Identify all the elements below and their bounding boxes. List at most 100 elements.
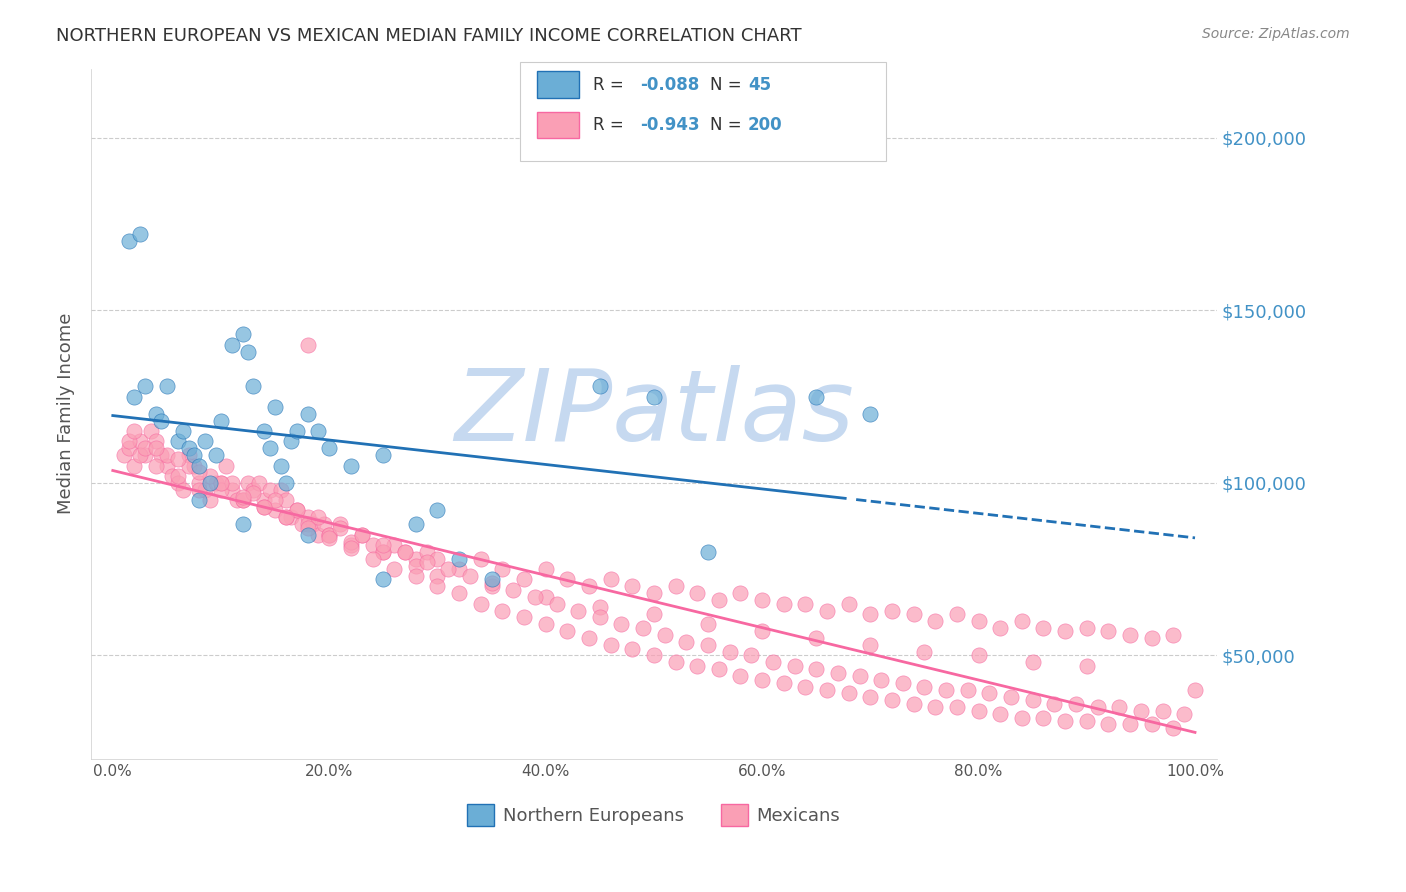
Point	[307, 510, 329, 524]
Point	[903, 607, 925, 621]
Point	[415, 555, 437, 569]
Point	[458, 569, 481, 583]
Point	[415, 545, 437, 559]
Point	[1119, 628, 1142, 642]
Point	[481, 576, 503, 591]
Point	[643, 586, 665, 600]
Point	[188, 458, 211, 473]
Point	[118, 434, 141, 449]
Point	[924, 700, 946, 714]
Point	[1108, 700, 1130, 714]
Point	[523, 590, 546, 604]
Point	[156, 458, 179, 473]
Point	[221, 483, 243, 497]
Point	[967, 704, 990, 718]
Point	[361, 538, 384, 552]
Point	[534, 617, 557, 632]
Point	[166, 451, 188, 466]
Point	[827, 665, 849, 680]
Point	[274, 510, 297, 524]
Point	[128, 434, 150, 449]
Point	[242, 486, 264, 500]
Point	[318, 527, 340, 541]
Text: Source: ZipAtlas.com: Source: ZipAtlas.com	[1202, 27, 1350, 41]
Point	[426, 503, 449, 517]
Point	[194, 483, 217, 497]
Point	[589, 600, 612, 615]
Point	[209, 483, 232, 497]
Point	[806, 631, 828, 645]
Point	[880, 693, 903, 707]
Point	[1184, 682, 1206, 697]
Point	[794, 597, 817, 611]
Point	[232, 493, 254, 508]
Point	[232, 327, 254, 342]
Point	[373, 573, 395, 587]
Point	[270, 458, 292, 473]
Point	[1173, 707, 1195, 722]
Point	[253, 424, 276, 438]
Point	[470, 551, 492, 566]
Text: R =: R =	[593, 116, 630, 134]
Point	[307, 424, 329, 438]
Point	[340, 538, 363, 552]
Point	[643, 390, 665, 404]
Point	[232, 493, 254, 508]
Point	[1076, 621, 1098, 635]
Point	[578, 579, 600, 593]
Point	[280, 434, 302, 449]
Point	[1140, 631, 1163, 645]
Point	[194, 434, 217, 449]
Point	[470, 597, 492, 611]
Text: NORTHERN EUROPEAN VS MEXICAN MEDIAN FAMILY INCOME CORRELATION CHART: NORTHERN EUROPEAN VS MEXICAN MEDIAN FAMI…	[56, 27, 801, 45]
Point	[1152, 704, 1174, 718]
Point	[426, 579, 449, 593]
Point	[183, 458, 205, 473]
Point	[859, 690, 882, 704]
Point	[1129, 704, 1152, 718]
Point	[534, 562, 557, 576]
Point	[172, 483, 194, 497]
Point	[166, 469, 188, 483]
Point	[198, 475, 221, 490]
Point	[707, 593, 730, 607]
Point	[513, 573, 536, 587]
Point	[707, 662, 730, 676]
Point	[578, 631, 600, 645]
Point	[751, 624, 773, 639]
Point	[751, 673, 773, 687]
Point	[426, 569, 449, 583]
Point	[297, 521, 319, 535]
Point	[631, 621, 654, 635]
Point	[491, 562, 513, 576]
Point	[166, 475, 188, 490]
Point	[988, 621, 1011, 635]
Point	[166, 434, 188, 449]
Point	[204, 475, 226, 490]
Point	[1054, 624, 1077, 639]
Text: -0.943: -0.943	[640, 116, 699, 134]
Point	[686, 586, 709, 600]
Point	[946, 607, 969, 621]
Point	[150, 448, 173, 462]
Point	[567, 603, 589, 617]
Point	[1119, 717, 1142, 731]
Text: 200: 200	[748, 116, 783, 134]
Point	[1021, 656, 1043, 670]
Point	[221, 337, 243, 351]
Point	[253, 493, 276, 508]
Point	[307, 527, 329, 541]
Point	[198, 493, 221, 508]
Point	[1163, 721, 1185, 735]
Point	[232, 490, 254, 504]
Point	[740, 648, 762, 663]
Point	[209, 475, 232, 490]
Point	[664, 656, 686, 670]
Point	[859, 638, 882, 652]
Point	[621, 641, 644, 656]
Point	[297, 407, 319, 421]
Point	[361, 551, 384, 566]
Point	[806, 662, 828, 676]
Point	[405, 551, 427, 566]
Point	[270, 483, 292, 497]
